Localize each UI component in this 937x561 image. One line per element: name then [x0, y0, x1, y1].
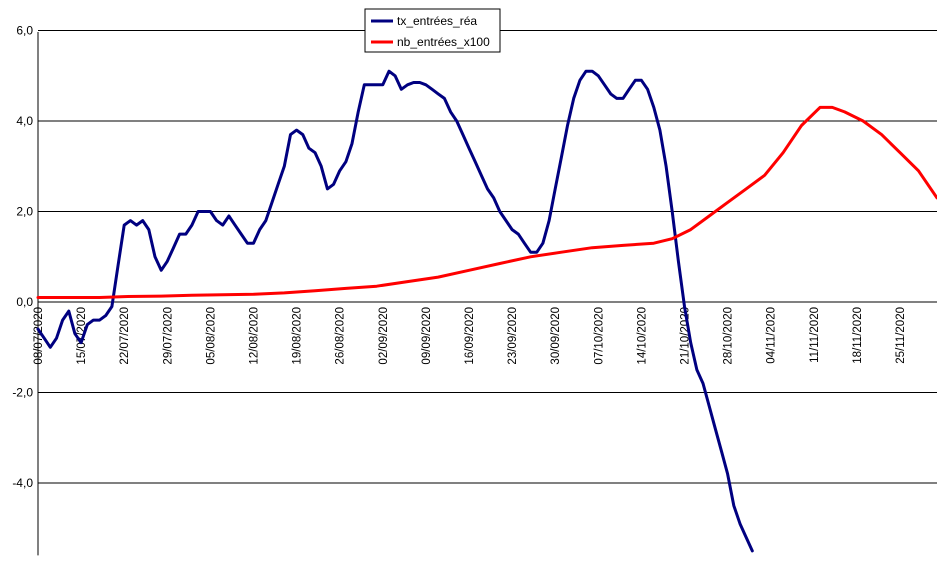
x-tick-label: 04/11/2020 [766, 307, 778, 364]
axes [37, 32, 937, 556]
series-lines [36, 69, 937, 553]
y-tick-labels: -4,0 -2,0 0,0 2,0 4,0 6,0 [12, 24, 33, 491]
x-tick-labels: 08/07/2020 15/07/2020 22/07/2020 29/07/2020… [33, 307, 907, 365]
y-tick-label: -4,0 [12, 476, 33, 490]
legend-box [364, 8, 501, 53]
series-line-1 [36, 105, 937, 299]
x-tick-label: 19/08/2020 [292, 307, 304, 365]
legend-label-tx-entrees-rea: tx_entrées_réa [397, 14, 477, 28]
x-tick-label: 08/07/2020 [33, 307, 45, 365]
x-tick-label: 22/07/2020 [119, 307, 131, 365]
x-tick-label: 14/10/2020 [636, 307, 648, 365]
x-tick-label: 30/09/2020 [550, 307, 562, 365]
x-tick-label: 29/07/2020 [162, 307, 174, 365]
y-tick-label: -2,0 [12, 386, 33, 400]
legend: tx_entrées_réa nb_entrées_x100 [364, 8, 501, 53]
y-tick-label: 2,0 [16, 205, 33, 219]
x-tick-label: 26/08/2020 [335, 307, 347, 365]
y-tick-label: 4,0 [16, 114, 33, 128]
x-tick-label: 02/09/2020 [378, 307, 390, 365]
x-tick-label: 16/09/2020 [464, 307, 476, 365]
x-tick-label: 18/11/2020 [852, 307, 864, 364]
x-tick-label: 07/10/2020 [593, 307, 605, 365]
x-tick-label: 28/10/2020 [723, 307, 735, 365]
y-tick-label: 0,0 [16, 295, 33, 309]
x-tick-label: 23/09/2020 [507, 307, 519, 365]
gridlines [38, 30, 937, 484]
y-tick-label: 6,0 [16, 24, 33, 38]
series-line-0 [36, 69, 754, 553]
legend-label-nb-entrees-x100: nb_entrées_x100 [397, 35, 490, 49]
x-tick-label: 12/08/2020 [249, 307, 261, 365]
x-tick-label: 25/11/2020 [895, 307, 907, 364]
x-tick-label: 09/09/2020 [421, 307, 433, 365]
x-tick-label: 05/08/2020 [205, 307, 217, 365]
x-tick-label: 11/11/2020 [809, 307, 821, 363]
